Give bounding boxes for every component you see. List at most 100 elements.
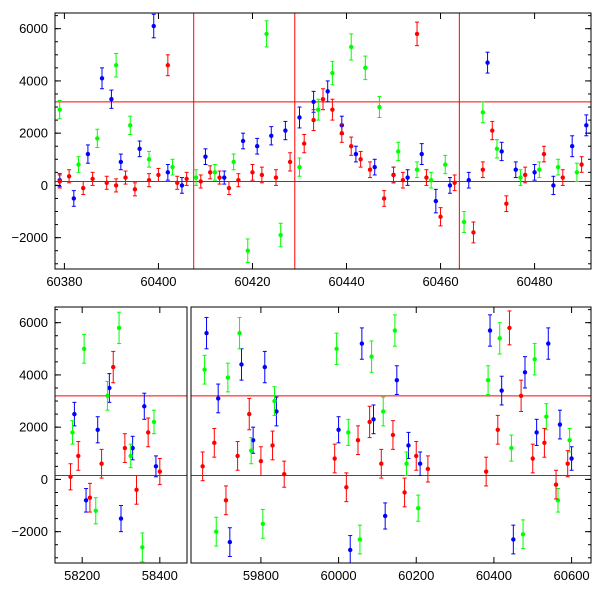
data-point bbox=[104, 180, 109, 185]
data-point bbox=[428, 177, 434, 183]
data-point bbox=[490, 128, 495, 133]
data-point bbox=[344, 485, 349, 490]
data-point bbox=[151, 23, 156, 29]
data-point bbox=[130, 445, 135, 451]
data-point bbox=[225, 375, 231, 380]
data-point bbox=[555, 164, 561, 170]
data-point bbox=[272, 398, 277, 404]
data-point bbox=[357, 537, 363, 542]
data-point bbox=[105, 393, 110, 399]
data-point bbox=[330, 70, 335, 76]
data-point bbox=[297, 115, 302, 120]
data-point bbox=[118, 159, 124, 165]
data-point bbox=[507, 325, 512, 331]
data-point bbox=[560, 175, 565, 180]
data-point bbox=[66, 174, 72, 179]
data-point bbox=[72, 411, 77, 417]
data-point bbox=[239, 362, 244, 367]
plot-frame bbox=[54, 12, 592, 270]
data-point bbox=[90, 176, 95, 182]
y-tick-label: 4000 bbox=[19, 73, 48, 88]
data-point bbox=[363, 65, 368, 71]
data-point bbox=[567, 438, 572, 443]
data-point bbox=[203, 154, 208, 159]
data-point bbox=[215, 396, 221, 401]
data-point bbox=[248, 448, 254, 453]
data-point bbox=[551, 183, 556, 188]
data-point bbox=[76, 453, 81, 459]
data-point bbox=[145, 430, 151, 435]
x-tick-label: 60480 bbox=[517, 274, 553, 289]
plot-area bbox=[55, 311, 187, 563]
data-point bbox=[390, 432, 396, 438]
data-point bbox=[198, 179, 203, 184]
data-point bbox=[417, 461, 423, 466]
data-point bbox=[353, 151, 359, 157]
data-point bbox=[87, 495, 93, 500]
x-tick-label: 58200 bbox=[64, 568, 100, 583]
data-point bbox=[557, 422, 563, 427]
y-tick-label: 6000 bbox=[19, 315, 48, 330]
data-point bbox=[301, 141, 307, 146]
x-tick-label: 60380 bbox=[46, 274, 82, 289]
data-point bbox=[81, 346, 87, 351]
x-tick-label: 60420 bbox=[234, 274, 270, 289]
data-point bbox=[425, 466, 431, 472]
data-point bbox=[518, 175, 523, 180]
data-point bbox=[57, 179, 62, 184]
data-point bbox=[495, 427, 500, 432]
plot-frame bbox=[54, 306, 188, 564]
data-point bbox=[391, 172, 396, 178]
data-point bbox=[274, 409, 279, 414]
data-point bbox=[71, 196, 77, 201]
x-tick-label: 60460 bbox=[422, 274, 458, 289]
data-point bbox=[140, 545, 145, 550]
data-point bbox=[381, 196, 387, 201]
data-point bbox=[235, 453, 240, 459]
data-point bbox=[394, 377, 400, 383]
data-point bbox=[85, 151, 91, 157]
data-point bbox=[483, 469, 489, 474]
data-point bbox=[95, 136, 100, 141]
data-point bbox=[542, 440, 547, 446]
data-point bbox=[499, 388, 504, 393]
data-point bbox=[95, 427, 100, 432]
x-tick-label: 60600 bbox=[554, 568, 590, 583]
x-tick-label: 60200 bbox=[398, 568, 434, 583]
plot-area bbox=[191, 310, 591, 563]
data-point bbox=[146, 157, 152, 162]
data-point bbox=[438, 214, 443, 219]
data-point bbox=[226, 185, 232, 191]
data-point bbox=[339, 130, 345, 136]
data-point bbox=[414, 31, 420, 37]
data-point bbox=[222, 175, 227, 180]
data-point bbox=[518, 393, 524, 399]
data-point bbox=[151, 419, 157, 425]
x-tick-label: 58400 bbox=[142, 568, 178, 583]
y-tick-label: 4000 bbox=[19, 367, 48, 382]
data-point bbox=[83, 498, 89, 503]
data-point bbox=[240, 138, 246, 144]
data-point bbox=[369, 354, 374, 359]
data-point bbox=[372, 164, 377, 170]
data-point bbox=[532, 357, 537, 362]
data-point bbox=[466, 177, 471, 183]
data-point bbox=[157, 469, 163, 474]
data-point bbox=[348, 547, 353, 553]
data-point bbox=[212, 170, 218, 175]
data-point bbox=[204, 330, 209, 336]
data-point bbox=[433, 198, 439, 204]
data-point bbox=[381, 409, 386, 414]
data-point bbox=[153, 464, 159, 469]
data-point bbox=[320, 97, 326, 102]
data-point bbox=[355, 438, 361, 443]
data-point bbox=[544, 414, 549, 419]
data-point bbox=[278, 232, 283, 238]
y-tick-label: 0 bbox=[41, 472, 48, 487]
data-point bbox=[404, 461, 409, 466]
data-point bbox=[377, 104, 382, 110]
data-point bbox=[165, 170, 171, 175]
data-point bbox=[511, 537, 516, 542]
data-point bbox=[254, 144, 260, 149]
y-tick-label: 6000 bbox=[19, 21, 48, 36]
